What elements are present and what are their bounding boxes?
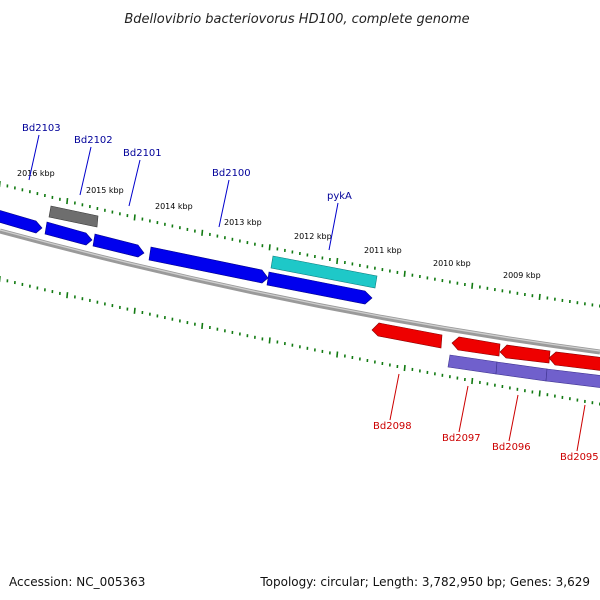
- gene-label-reverse[interactable]: Bd2096: [492, 442, 531, 453]
- outer-tick-row: [0, 181, 600, 308]
- gene-label-forward[interactable]: Bd2100: [212, 168, 251, 179]
- major-tick: [403, 364, 406, 372]
- tick-label: 2016 kbp: [17, 169, 55, 178]
- major-tick: [133, 214, 136, 221]
- tick-label: 2012 kbp: [294, 232, 332, 241]
- gene-arrow-reverse[interactable]: [371, 322, 443, 349]
- major-tick: [538, 390, 541, 397]
- map-title: Bdellovibrio bacteriovorus HD100, comple…: [124, 12, 469, 27]
- reverse-strand-genes: [371, 322, 600, 388]
- major-tick: [66, 198, 69, 205]
- major-tick: [201, 322, 204, 329]
- gene-arrow-reverse[interactable]: [499, 344, 551, 364]
- tick-label: 2009 kbp: [503, 271, 541, 280]
- gene-label-reverse[interactable]: Bd2097: [442, 433, 481, 444]
- gene-arrow-forward[interactable]: [0, 209, 43, 234]
- gene-arrow-reverse[interactable]: [548, 351, 600, 371]
- tick-label: 2010 kbp: [433, 259, 471, 268]
- gene-arrow-forward[interactable]: [92, 233, 145, 258]
- major-tick: [268, 337, 271, 344]
- cds-box-reverse[interactable]: [495, 361, 548, 382]
- gene-label-forward[interactable]: pykA: [327, 191, 352, 202]
- gene-box-other[interactable]: [48, 205, 99, 228]
- cds-box-reverse[interactable]: [447, 354, 498, 375]
- gene-label-reverse[interactable]: Bd2095: [560, 452, 599, 463]
- genome-summary-text: Topology: circular; Length: 3,782,950 bp…: [259, 575, 590, 589]
- tick-label: 2015 kbp: [86, 186, 124, 195]
- gene-label-forward[interactable]: Bd2101: [123, 148, 162, 159]
- gene-arrow-reverse[interactable]: [451, 336, 501, 357]
- forward-strand-genes: [0, 205, 378, 305]
- gene-label-reverse[interactable]: Bd2098: [373, 421, 412, 432]
- forward-gene-labels: Bd2103 Bd2102 Bd2101 Bd2100 pykA: [22, 123, 352, 251]
- gene-label-forward[interactable]: Bd2102: [74, 135, 113, 146]
- major-tick: [268, 244, 271, 251]
- reverse-gene-labels: Bd2098 Bd2097 Bd2096 Bd2095: [373, 373, 599, 463]
- gene-arrow-forward[interactable]: [148, 246, 269, 284]
- gene-arrow-forward[interactable]: [44, 221, 93, 246]
- major-tick: [538, 293, 541, 300]
- gene-box-rna[interactable]: [270, 255, 378, 289]
- major-tick: [471, 377, 474, 385]
- tick-label: 2014 kbp: [155, 202, 193, 211]
- cds-box-reverse[interactable]: [545, 368, 600, 388]
- genome-backbone: [0, 228, 600, 355]
- major-tick: [66, 292, 69, 299]
- major-tick: [403, 270, 406, 277]
- accession-text: Accession: NC_005363: [9, 575, 145, 589]
- major-tick: [201, 229, 204, 236]
- tick-label: 2013 kbp: [224, 218, 262, 227]
- gene-arrow-forward[interactable]: [266, 271, 373, 305]
- major-tick: [471, 282, 474, 289]
- tick-label: 2011 kbp: [364, 246, 402, 255]
- major-tick: [133, 307, 136, 314]
- inner-tick-row: [0, 276, 600, 406]
- gene-label-forward[interactable]: Bd2103: [22, 123, 61, 134]
- major-tick: [336, 257, 339, 265]
- major-tick: [336, 351, 339, 358]
- tick-labels: 2016 kbp 2015 kbp 2014 kbp 2013 kbp 2012…: [17, 169, 541, 280]
